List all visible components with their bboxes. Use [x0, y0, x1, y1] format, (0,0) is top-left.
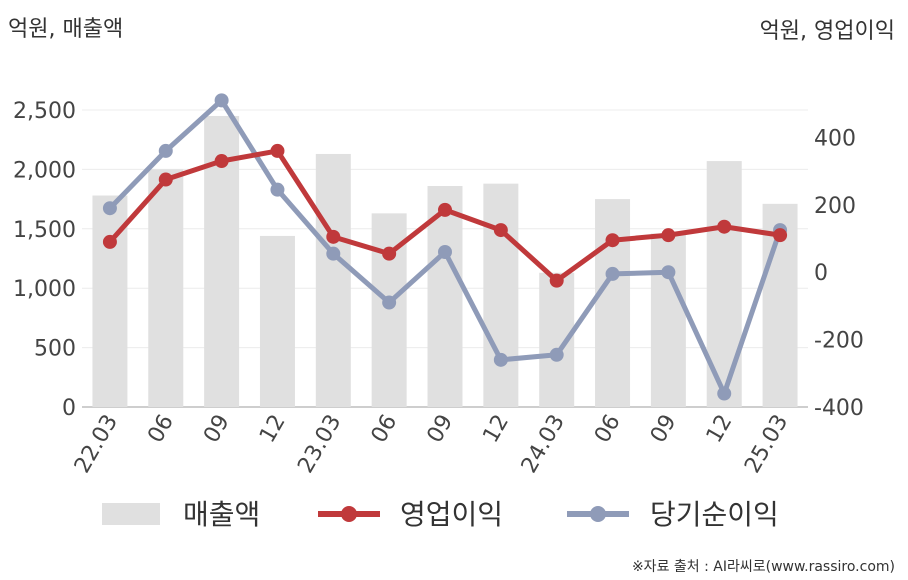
x-tick-label: 06	[367, 411, 403, 448]
x-tick-label: 09	[646, 411, 682, 448]
right-tick-label: 400	[814, 126, 856, 151]
data-point	[270, 143, 285, 158]
data-point	[661, 228, 676, 243]
data-point	[438, 202, 452, 217]
bar	[483, 183, 519, 407]
left-axis: 0 500 1,000 1,500 2,000 2,500	[13, 99, 76, 421]
left-tick-label: 2,000	[13, 158, 76, 183]
source-note: ※자료 출처 : AI라씨로(www.rassiro.com)	[632, 559, 895, 575]
right-tick-label: 0	[814, 261, 828, 286]
data-point	[102, 201, 117, 216]
data-point	[605, 266, 620, 281]
data-point	[382, 246, 397, 261]
right-tick-label: -400	[814, 396, 864, 421]
bar	[315, 153, 351, 407]
data-point	[493, 223, 508, 238]
legend-label: 당기순이익	[650, 498, 779, 531]
right-tick-label: 200	[814, 194, 856, 219]
data-point	[493, 352, 508, 367]
data-point	[549, 273, 564, 288]
bars	[92, 115, 798, 407]
legend-label: 영업이익	[400, 498, 503, 531]
legend-marker	[590, 506, 606, 522]
data-point	[102, 234, 117, 249]
data-point	[214, 154, 229, 169]
x-tick-label: 12	[478, 411, 514, 448]
left-tick-label: 0	[62, 396, 76, 421]
x-tick-label: 06	[143, 411, 179, 448]
x-axis: 22.03 06 09 12 23.03 06 09 12 24.03 06 09 12 25.03	[70, 411, 793, 478]
legend-marker	[341, 506, 357, 522]
right-axis: -400 -200 0 200 400	[814, 126, 864, 421]
data-point	[158, 172, 173, 187]
data-point	[270, 182, 285, 197]
x-tick-label: 23.03	[293, 411, 346, 478]
data-point	[382, 295, 397, 310]
bar	[148, 169, 184, 407]
left-tick-label: 1,000	[13, 277, 76, 302]
legend: 매출액 영업이익 당기순이익	[102, 498, 779, 531]
x-tick-label: 12	[702, 411, 738, 448]
right-tick-label: -200	[814, 329, 864, 354]
legend-label: 매출액	[183, 498, 260, 531]
x-tick-label: 06	[590, 411, 626, 448]
x-tick-label: 09	[199, 411, 235, 448]
bar	[259, 235, 295, 407]
right-unit-label: 억원, 영업이익	[760, 19, 895, 44]
left-tick-label: 1,500	[13, 218, 76, 243]
x-tick-label: 12	[255, 411, 291, 448]
lines	[102, 93, 788, 401]
legend-swatch	[102, 503, 160, 525]
data-point	[326, 246, 341, 261]
data-point	[773, 228, 788, 243]
data-point	[717, 219, 732, 234]
x-tick-label: 25.03	[740, 411, 793, 478]
x-tick-label: 22.03	[70, 411, 123, 478]
data-point	[438, 245, 452, 259]
data-point	[661, 265, 676, 280]
data-point	[158, 143, 173, 158]
data-point	[549, 347, 564, 362]
data-point	[214, 93, 229, 108]
data-point	[605, 233, 620, 248]
data-point	[326, 229, 341, 244]
left-tick-label: 500	[34, 337, 76, 362]
bar	[427, 186, 463, 407]
left-tick-label: 2,500	[13, 99, 76, 124]
bar	[595, 199, 631, 407]
x-tick-label: 24.03	[517, 411, 570, 478]
bar	[650, 233, 686, 407]
data-point	[717, 386, 732, 401]
left-unit-label: 억원, 매출액	[8, 17, 123, 42]
x-tick-label: 09	[423, 411, 459, 448]
